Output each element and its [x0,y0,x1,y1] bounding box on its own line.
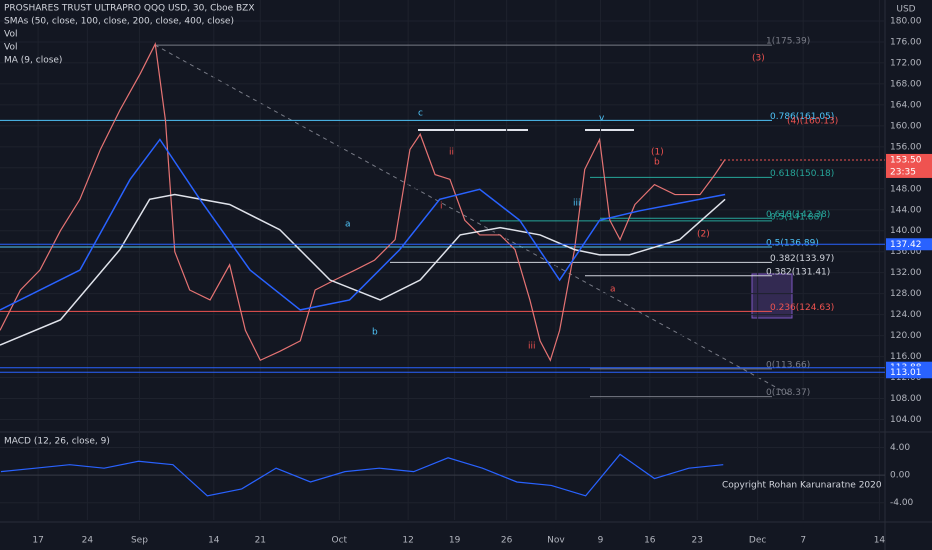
y-tick-label: 156.00 [890,142,922,152]
y-tick-label: 160.00 [890,121,922,131]
x-tick-label: 23 [691,536,702,546]
x-tick-label: 21 [255,536,266,546]
y-tick-label: 104.00 [890,415,922,425]
price-marker [886,153,932,178]
x-tick-label: 24 [82,536,94,546]
y-tick-label: 116.00 [890,352,922,362]
wave-label: c [418,109,423,119]
wave-label: iii [528,342,536,352]
y-tick-label: 0.00 [890,471,910,481]
y-tick-label: 120.00 [890,331,922,341]
x-tick-label: 14 [208,536,220,546]
price-line [0,42,726,362]
y-tick-label: 124.00 [890,310,922,320]
wave-label: b [654,158,660,168]
trend-line [154,44,791,396]
x-tick-label: 7 [800,536,806,546]
wave-label: v [599,114,605,124]
level-label: 0.236(124.63) [770,303,834,313]
x-tick-label: Oct [332,536,348,546]
y-tick-label: 164.00 [890,100,922,110]
x-tick-label: 26 [501,536,513,546]
price-marker-label: 153.50 [890,155,922,165]
currency: USD [896,5,915,15]
y-tick-label: 128.00 [890,289,922,299]
x-tick-label: Sep [131,536,148,546]
level-label: 0(113.66) [766,360,810,370]
y-tick-label: 4.00 [890,443,910,453]
wave-label: (4)(160.13) [787,117,838,127]
x-tick-label: 17 [32,536,43,546]
y-tick-label: 108.00 [890,394,922,404]
wave-label: (3) [752,54,765,64]
x-tick-label: Dec [749,536,766,546]
level-label: 0(108.37) [766,388,810,398]
wave-label: a [610,285,616,295]
y-tick-label: 168.00 [890,79,922,89]
level-label: 0.618(150.18) [770,169,834,179]
y-tick-label: 176.00 [890,37,922,47]
copyright: Copyright Rohan Karunaratne 2020 [722,481,882,491]
y-tick-label: 132.00 [890,268,922,278]
indicator-label: MA (9, close) [4,56,62,66]
x-tick-label: 16 [644,536,656,546]
y-tick-label: 136.00 [890,247,922,257]
x-tick-label: 12 [402,536,413,546]
wave-label: a [345,220,351,230]
level-label: 0.618(142.38) [766,210,830,220]
indicator-label: SMAs (50, close, 100, close, 200, close,… [4,17,234,27]
moving-average [0,138,726,311]
level-label: 0.5(136.89) [766,239,819,249]
wave-label: i [440,202,443,212]
x-tick-label: 19 [449,536,461,546]
level-label: 1(175.39) [766,37,810,47]
wave-label: iii [573,199,581,209]
indicator-label: Vol [4,43,17,53]
wave-label: b [372,328,378,338]
x-tick-label: 9 [598,536,604,546]
y-tick-label: 144.00 [890,205,922,215]
y-tick-label: 172.00 [890,58,922,68]
countdown: 23:35 [890,167,916,177]
chart-title: PROSHARES TRUST ULTRAPRO QQQ USD, 30, Cb… [4,4,255,14]
level-label: 0.382(131.41) [766,267,830,277]
indicator-label: Vol [4,30,17,40]
price-marker [886,238,932,251]
price-marker [886,366,932,379]
wave-label: (2) [697,230,710,240]
price-marker-label: 113.01 [890,368,922,378]
y-tick-label: 148.00 [890,184,922,194]
y-tick-label: 140.00 [890,226,922,236]
wave-label: ii [449,148,454,158]
target-box [751,273,793,319]
macd-line [0,453,724,497]
x-tick-label: Nov [547,536,565,546]
price-marker-label: 137.42 [890,240,922,250]
level-label: 0.5(141.88) [770,212,823,222]
wave-label: (1) [651,148,664,158]
level-label: 0.382(133.97) [770,254,834,264]
y-tick-label: -4.00 [890,498,914,508]
x-tick-label: 14 [874,536,886,546]
moving-average [0,193,726,346]
y-tick-label: 180.00 [890,16,922,26]
macd-title: MACD (12, 26, close, 9) [4,437,110,447]
level-label: 0.786(161.05) [770,112,834,122]
